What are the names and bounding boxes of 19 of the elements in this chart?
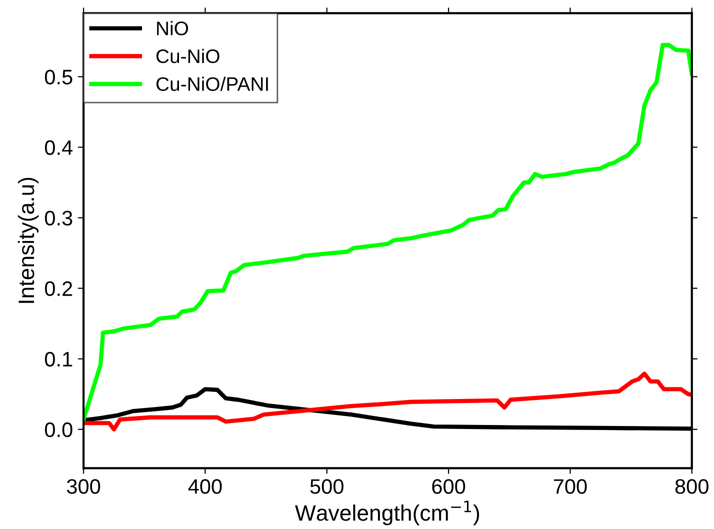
x-tick-label: 500 <box>310 479 344 494</box>
y-tick-label: 0.2 <box>44 281 72 296</box>
legend-label: Cu-NiO/PANI <box>156 76 268 91</box>
legend-label: Cu-NiO <box>156 48 220 64</box>
legend-label: NiO <box>157 21 188 36</box>
x-axis-title: Wavelength(cm$^{−1}$) <box>295 500 480 526</box>
x-tick-label: 300 <box>66 479 100 494</box>
x-tick-label: 600 <box>432 479 466 494</box>
x-tick-label: 800 <box>675 479 708 494</box>
line-series <box>84 42 692 422</box>
x-tick-label: 400 <box>188 479 222 494</box>
y-tick-label: 0.1 <box>44 352 72 367</box>
y-tick-label: 0.3 <box>44 210 72 226</box>
y-tick-label: 0.5 <box>44 70 72 84</box>
line-series <box>84 372 692 432</box>
y-tick-label: 0.4 <box>44 140 73 155</box>
y-tick-label: 0.0 <box>44 422 72 438</box>
y-axis-title: Intensity(a.u) <box>18 178 39 303</box>
x-tick-label: 700 <box>554 479 587 494</box>
